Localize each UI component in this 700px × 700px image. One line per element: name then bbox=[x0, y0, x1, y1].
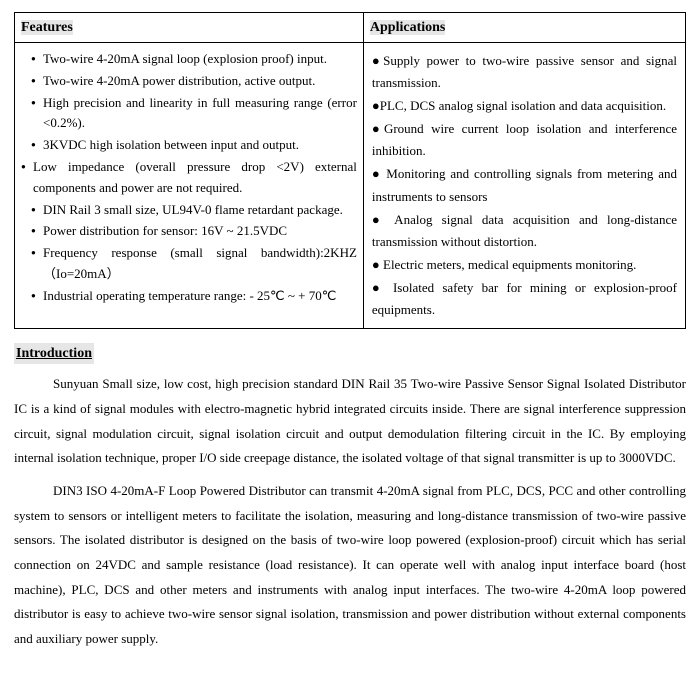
list-item: ●Ground wire current loop isolation and … bbox=[372, 118, 677, 162]
list-item: Industrial operating temperature range: … bbox=[31, 286, 357, 307]
applications-list: ●Supply power to two-wire passive sensor… bbox=[370, 47, 679, 324]
features-list: Two-wire 4-20mA signal loop (explosion p… bbox=[21, 49, 357, 307]
list-item: Low impedance (overall pressure drop <2V… bbox=[21, 157, 357, 199]
introduction-paragraph-2: DIN3 ISO 4-20mA-F Loop Powered Distribut… bbox=[14, 479, 686, 652]
list-item: ● Analog signal data acquisition and lon… bbox=[372, 209, 677, 253]
list-item: ●Supply power to two-wire passive sensor… bbox=[372, 50, 677, 94]
list-item: Frequency response (small signal bandwid… bbox=[31, 243, 357, 285]
introduction-heading: Introduction bbox=[14, 343, 94, 364]
list-item: Two-wire 4-20mA power distribution, acti… bbox=[31, 71, 357, 92]
features-applications-table: Features Applications Two-wire 4-20mA si… bbox=[14, 12, 686, 329]
list-item: High precision and linearity in full mea… bbox=[31, 93, 357, 135]
features-cell: Two-wire 4-20mA signal loop (explosion p… bbox=[15, 43, 364, 329]
list-item: ●PLC, DCS analog signal isolation and da… bbox=[372, 95, 677, 117]
list-item: DIN Rail 3 small size, UL94V-0 flame ret… bbox=[31, 200, 357, 221]
list-item: ● Monitoring and controlling signals fro… bbox=[372, 163, 677, 207]
list-item: ● Isolated safety bar for mining or expl… bbox=[372, 277, 677, 321]
list-item: Two-wire 4-20mA signal loop (explosion p… bbox=[31, 49, 357, 70]
applications-cell: ●Supply power to two-wire passive sensor… bbox=[363, 43, 685, 329]
features-header: Features bbox=[15, 13, 364, 43]
introduction-paragraph-1: Sunyuan Small size, low cost, high preci… bbox=[14, 372, 686, 471]
list-item: 3KVDC high isolation between input and o… bbox=[31, 135, 357, 156]
list-item: ● Electric meters, medical equipments mo… bbox=[372, 254, 677, 276]
applications-header: Applications bbox=[363, 13, 685, 43]
list-item: Power distribution for sensor: 16V ~ 21.… bbox=[31, 221, 357, 242]
